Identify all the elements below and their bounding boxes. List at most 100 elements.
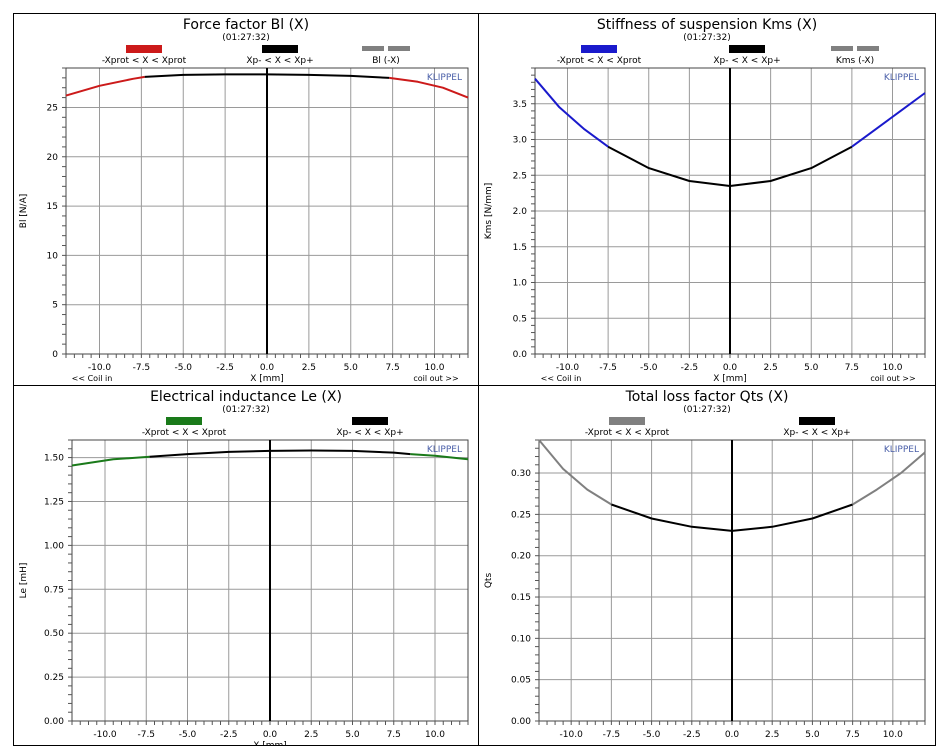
x-left-note: << Coil in: [541, 374, 582, 383]
y-tick-label: 0.05: [511, 676, 531, 686]
y-tick-label: 0.0: [513, 350, 528, 360]
x-tick-label: -7.5: [599, 363, 617, 373]
legend-label: Xp- < X < Xp+: [783, 428, 850, 438]
x-left-note: << Coil in: [72, 374, 113, 383]
legend-swatch: [831, 46, 853, 51]
x-tick-label: 7.5: [845, 363, 859, 373]
y-tick-label: 0.15: [511, 593, 531, 603]
y-axis-label: Kms [N/mm]: [484, 183, 494, 240]
x-tick-label: -2.5: [683, 730, 701, 740]
legend-swatch: [729, 45, 765, 53]
x-tick-label: 10.0: [425, 730, 445, 740]
legend-swatch: [857, 46, 879, 51]
chart-subtitle: (01:27:32): [683, 405, 730, 415]
chart-title: Total loss factor Qts (X): [625, 389, 789, 405]
klippel-watermark: KLIPPEL: [427, 73, 462, 83]
x-tick-label: 10.0: [882, 363, 902, 373]
x-tick-label: -5.0: [179, 730, 197, 740]
x-tick-label: -5.0: [643, 730, 661, 740]
x-tick-label: -7.5: [137, 730, 155, 740]
series-line-0: [534, 78, 609, 148]
x-tick-label: -10.0: [560, 730, 584, 740]
legend-swatch: [362, 46, 384, 51]
chart-subtitle: (01:27:32): [222, 405, 269, 415]
x-tick-label: 0.0: [263, 730, 278, 740]
x-tick-label: -5.0: [640, 363, 658, 373]
panel-qts: Total loss factor Qts (X) (01:27:32) -Xpro…: [478, 385, 936, 746]
series-line-1: [607, 145, 853, 187]
klippel-watermark: KLIPPEL: [884, 445, 919, 455]
series-line-2: [852, 451, 926, 506]
x-tick-label: -2.5: [681, 363, 699, 373]
klippel-watermark: KLIPPEL: [427, 445, 462, 455]
legend-label: Xp- < X < Xp+: [336, 428, 403, 438]
legend-swatch: [126, 45, 162, 53]
series-line-1: [149, 449, 411, 458]
panel-kms: Stiffness of suspension Kms (X) (01:27:32…: [478, 13, 936, 386]
chart-le: Electrical inductance Le (X)(01:27:32) -X…: [19, 389, 469, 749]
y-tick-label: 1.5: [513, 243, 527, 253]
series-line-1: [611, 503, 853, 532]
x-axis-label: X [mm]: [250, 374, 284, 384]
y-tick-label: 5: [52, 301, 58, 311]
x-tick-label: -7.5: [133, 363, 151, 373]
legend-label: -Xprot < X < Xprot: [557, 56, 642, 66]
x-tick-label: 10.0: [883, 730, 903, 740]
x-tick-label: 5.0: [804, 363, 819, 373]
legend-label: -Xprot < X < Xprot: [102, 56, 187, 66]
chart-title: Force factor Bl (X): [183, 17, 309, 33]
y-tick-label: 2.5: [513, 171, 527, 181]
x-tick-label: 7.5: [385, 363, 399, 373]
x-tick-label: -2.5: [220, 730, 238, 740]
y-tick-label: 15: [47, 202, 58, 212]
chart-qts: Total loss factor Qts (X)(01:27:32) -Xpro…: [484, 389, 926, 740]
series-line-1: [144, 73, 390, 79]
y-tick-label: 3.0: [513, 136, 528, 146]
y-tick-label: 0.5: [513, 314, 527, 324]
x-tick-label: -10.0: [88, 363, 112, 373]
y-tick-label: 1.00: [44, 541, 64, 551]
chart-title: Stiffness of suspension Kms (X): [597, 17, 817, 33]
chart-title: Electrical inductance Le (X): [150, 389, 342, 405]
chart-subtitle: (01:27:32): [683, 33, 730, 43]
series-line-2: [410, 453, 469, 461]
chart-subtitle: (01:27:32): [222, 33, 269, 43]
x-tick-label: 0.0: [723, 363, 738, 373]
x-right-note: coil out >>: [870, 374, 915, 383]
y-tick-label: 0.20: [511, 552, 531, 562]
series-line-2: [389, 76, 469, 99]
series-line-0: [65, 75, 145, 97]
x-axis-label: X [mm]: [253, 741, 287, 745]
x-tick-label: -7.5: [603, 730, 621, 740]
legend-swatch: [352, 417, 388, 425]
x-tick-label: -5.0: [174, 363, 192, 373]
legend-swatch: [799, 417, 835, 425]
x-tick-label: 2.5: [302, 363, 316, 373]
x-tick-label: 0.0: [260, 363, 275, 373]
y-axis-label: Bl [N/A]: [19, 194, 29, 228]
x-tick-label: 2.5: [765, 730, 779, 740]
y-axis-label: Le [mH]: [19, 563, 29, 599]
x-tick-label: 2.5: [304, 730, 318, 740]
legend-swatch: [262, 45, 298, 53]
series-line-0: [71, 455, 150, 467]
y-tick-label: 1.0: [513, 279, 528, 289]
y-tick-label: 0.30: [511, 469, 531, 479]
x-axis-label: X [mm]: [713, 374, 747, 384]
x-tick-label: -10.0: [93, 730, 117, 740]
chart-bl: Force factor Bl (X)(01:27:32) -Xprot < X …: [19, 17, 469, 384]
panel-le: Electrical inductance Le (X) (01:27:32) -X…: [13, 385, 479, 749]
x-tick-label: -2.5: [216, 363, 234, 373]
legend-swatch: [388, 46, 410, 51]
legend-label: -Xprot < X < Xprot: [585, 428, 670, 438]
legend-label: Bl (-X): [372, 56, 400, 66]
y-tick-label: 0: [52, 350, 58, 360]
y-tick-label: 2.0: [513, 207, 528, 217]
x-tick-label: 0.0: [725, 730, 740, 740]
legend-label: -Xprot < X < Xprot: [142, 428, 227, 438]
klippel-watermark: KLIPPEL: [884, 73, 919, 83]
legend-label: Xp- < X < Xp+: [246, 56, 313, 66]
legend-swatch: [166, 417, 202, 425]
y-tick-label: 0.25: [44, 673, 64, 683]
